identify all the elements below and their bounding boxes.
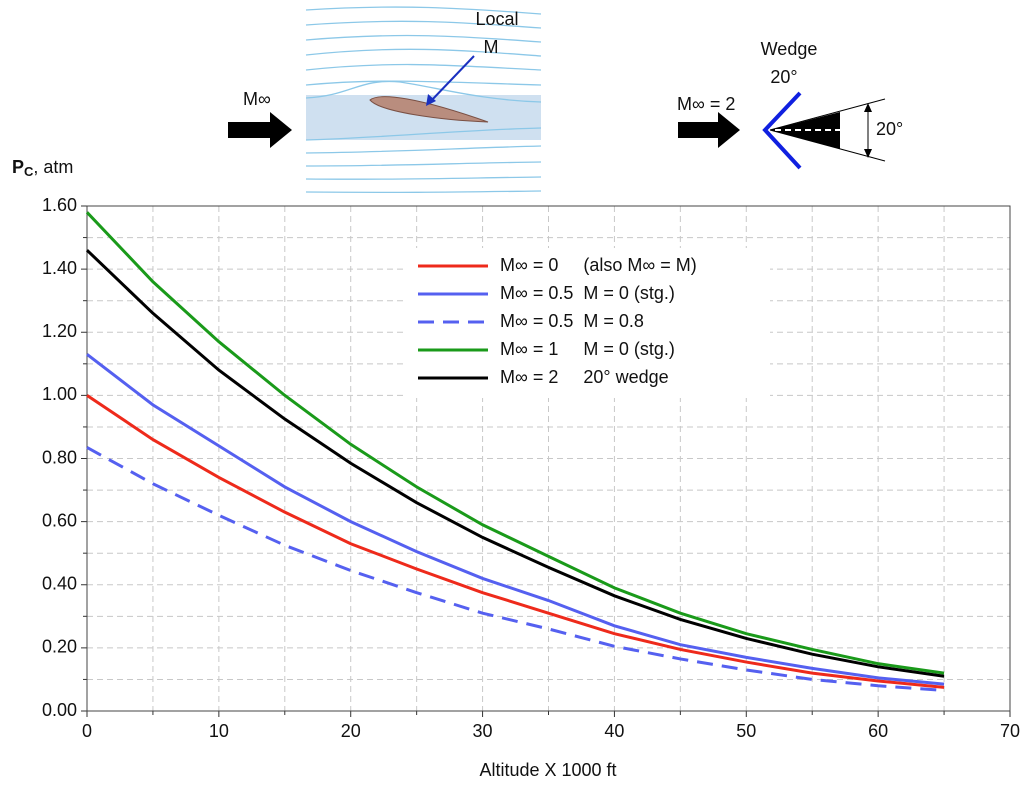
y-axis-label: PC, atm [12,157,73,180]
x-tick-label: 60 [868,721,888,741]
x-tick-label: 10 [209,721,229,741]
series-line [85,211,945,675]
shock-lines [762,91,802,170]
y-tick-label: 0.80 [42,447,77,467]
y-tick-label: 0.60 [42,510,77,530]
airfoil-diagram: M∞ Local M [228,6,542,194]
legend [405,248,770,398]
x-tick-label: 70 [1000,721,1020,741]
x-tick-label: 50 [736,721,756,741]
series-line [86,353,945,686]
y-label-sub: C [24,164,34,179]
freestream-label: M∞ [243,89,271,109]
y-tick-label: 0.40 [42,574,77,594]
dimension-line [769,98,886,131]
arrow-head [426,94,436,106]
freestream-label: M∞ = 2 [677,94,735,114]
flow-arrow [228,112,292,148]
y-label-main: P [12,157,24,177]
plot-frame [86,205,1011,712]
local-label: M [484,37,499,57]
y-tick-label: 0.00 [42,700,77,720]
y-label-rest: , atm [33,157,73,177]
local-arrow [429,55,475,103]
wedge-diagram: Wedge 20° M∞ = 2 20° [677,39,903,170]
flow-arrow [678,112,740,148]
y-tick-label: 1.00 [42,384,77,404]
local-label: Local [475,9,518,29]
series-line [85,249,945,678]
legend-label: M∞ = 2 20° wedge [500,367,669,387]
series-line [86,446,945,692]
wedge-title: Wedge [761,39,818,59]
legend-label: M∞ = 0.5 M = 0 (stg.) [500,283,675,303]
dimension-label: 20° [876,119,903,139]
dimension-line [769,129,886,162]
series-line [86,394,945,689]
legend-label: M∞ = 0 (also M∞ = M) [500,255,697,275]
legend-label: M∞ = 0.5 M = 0.8 [500,311,644,331]
y-tick-label: 0.20 [42,637,77,657]
legend-label: M∞ = 1 M = 0 (stg.) [500,339,675,359]
airfoil [369,96,489,123]
x-tick-label: 40 [604,721,624,741]
x-axis-label: Altitude X 1000 ft [479,760,616,780]
x-tick-label: 0 [82,721,92,741]
y-tick-label: 1.60 [42,195,77,215]
x-tick-label: 20 [341,721,361,741]
streamlines [305,6,542,194]
x-tick-label: 30 [473,721,493,741]
y-tick-label: 1.40 [42,258,77,278]
y-tick-label: 1.20 [42,321,77,341]
wedge-angle: 20° [770,67,797,87]
